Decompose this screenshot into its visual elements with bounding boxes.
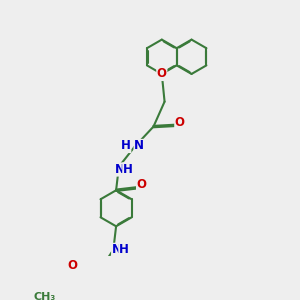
Text: N: N: [134, 140, 144, 152]
Text: O: O: [136, 178, 147, 191]
Text: H: H: [123, 163, 133, 176]
Text: O: O: [157, 68, 167, 80]
Text: H: H: [119, 243, 129, 256]
Text: CH₃: CH₃: [34, 292, 56, 300]
Text: H: H: [121, 140, 131, 152]
Text: O: O: [68, 259, 78, 272]
Text: N: N: [115, 163, 125, 176]
Text: N: N: [112, 243, 122, 256]
Text: O: O: [175, 116, 185, 130]
